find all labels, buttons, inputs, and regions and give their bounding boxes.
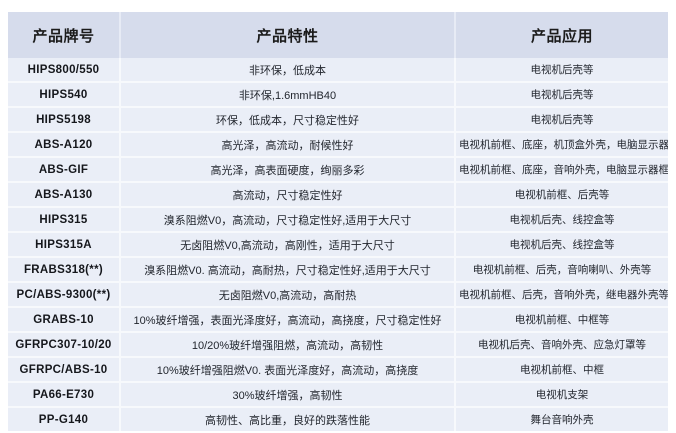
cell-product-feature: 环保，低成本，尺寸稳定性好 [120, 106, 456, 132]
cell-product-code: PC/ABS-9300(**) [8, 281, 121, 307]
table-row: HIPS540 非环保,1.6mmHB40 电视机后壳等 [8, 81, 668, 107]
table-header-row: 产品牌号 产品特性 产品应用 [8, 12, 668, 58]
table-header: 产品牌号 产品特性 产品应用 [8, 12, 668, 58]
table-row: HIPS5198 环保，低成本，尺寸稳定性好 电视机后壳等 [8, 106, 668, 132]
cell-product-feature: 10/20%玻纤增强阻燃，高流动，高韧性 [120, 331, 456, 357]
cell-product-feature: 10%玻纤增强阻燃V0. 表面光泽度好，高流动，高挠度 [120, 356, 456, 382]
table-row: HIPS315 溴系阻燃V0，高流动，尺寸稳定性好,适用于大尺寸 电视机后壳、线控盒… [8, 206, 668, 232]
table-row: ABS-A120 高光泽，高流动，耐候性好 电视机前框、底座，机顶盒外壳，电脑显示器… [8, 131, 668, 157]
table-row: HIPS315A 无卤阻燃V0,高流动，高刚性，适用于大尺寸 电视机后壳、线控盒等 [8, 231, 668, 257]
product-spec-table: 产品牌号 产品特性 产品应用 HIPS800/550 非环保，低成本 电视机后壳等 H… [8, 12, 668, 431]
cell-product-code: HIPS540 [8, 81, 121, 107]
cell-product-application: 电视机前框、底座，机顶盒外壳，电脑显示器框、底座等 [455, 131, 668, 157]
cell-product-feature: 非环保,1.6mmHB40 [120, 81, 456, 107]
cell-product-code: HIPS315A [8, 231, 121, 257]
cell-product-feature: 高韧性、高比重，良好的跌落性能 [120, 406, 456, 431]
column-header-product-applications: 产品应用 [455, 12, 668, 58]
cell-product-application: 电视机前框、后壳等 [455, 181, 668, 207]
cell-product-code: ABS-A130 [8, 181, 121, 207]
cell-product-code: ABS-GIF [8, 156, 121, 182]
cell-product-code: GRABS-10 [8, 306, 121, 332]
cell-product-code: GFRPC/ABS-10 [8, 356, 121, 382]
cell-product-application: 电视机前框、后壳，音响外壳，继电器外壳等 [455, 281, 668, 307]
cell-product-application: 电视机后壳、线控盒等 [455, 206, 668, 232]
cell-product-application: 电视机前框、底座，音响外壳，电脑显示器框、底座等 [455, 156, 668, 182]
cell-product-application: 电视机前框、后壳，音响喇叭、外壳等 [455, 256, 668, 282]
cell-product-feature: 无卤阻燃V0,高流动，高刚性，适用于大尺寸 [120, 231, 456, 257]
cell-product-code: HIPS5198 [8, 106, 121, 132]
table-row: PP-G140 高韧性、高比重，良好的跌落性能 舞台音响外壳 [8, 406, 668, 431]
column-header-product-code: 产品牌号 [8, 12, 121, 58]
cell-product-application: 电视机前框、中框等 [455, 306, 668, 332]
cell-product-feature: 30%玻纤增强，高韧性 [120, 381, 456, 407]
table-body: HIPS800/550 非环保，低成本 电视机后壳等 HIPS540 非环保,1.6mm… [8, 58, 668, 431]
cell-product-application: 电视机支架 [455, 381, 668, 407]
cell-product-code: FRABS318(**) [8, 256, 121, 282]
cell-product-feature: 高光泽，高流动，耐候性好 [120, 131, 456, 157]
table-row: FRABS318(**) 溴系阻燃V0. 高流动，高耐热，尺寸稳定性好,适用于大尺… [8, 256, 668, 282]
cell-product-feature: 高光泽，高表面硬度，绚丽多彩 [120, 156, 456, 182]
cell-product-code: HIPS315 [8, 206, 121, 232]
table-row: PC/ABS-9300(**) 无卤阻燃V0,高流动，高耐热 电视机前框、后壳，音响… [8, 281, 668, 307]
cell-product-code: PA66-E730 [8, 381, 121, 407]
cell-product-code: ABS-A120 [8, 131, 121, 157]
table-row: GFRPC307-10/20 10/20%玻纤增强阻燃，高流动，高韧性 电视机后壳、… [8, 331, 668, 357]
cell-product-feature: 溴系阻燃V0. 高流动，高耐热，尺寸稳定性好,适用于大尺寸 [120, 256, 456, 282]
cell-product-feature: 非环保，低成本 [120, 58, 456, 82]
cell-product-feature: 无卤阻燃V0,高流动，高耐热 [120, 281, 456, 307]
column-header-product-features: 产品特性 [120, 12, 456, 58]
table-row: PA66-E730 30%玻纤增强，高韧性 电视机支架 [8, 381, 668, 407]
cell-product-feature: 溴系阻燃V0，高流动，尺寸稳定性好,适用于大尺寸 [120, 206, 456, 232]
cell-product-application: 电视机后壳等 [455, 58, 668, 82]
cell-product-application: 电视机前框、中框 [455, 356, 668, 382]
cell-product-feature: 高流动，尺寸稳定性好 [120, 181, 456, 207]
cell-product-application: 电视机后壳、音响外壳、应急灯罩等 [455, 331, 668, 357]
cell-product-code: HIPS800/550 [8, 58, 121, 82]
cell-product-application: 舞台音响外壳 [455, 406, 668, 431]
table-row: ABS-GIF 高光泽，高表面硬度，绚丽多彩 电视机前框、底座，音响外壳，电脑显示器… [8, 156, 668, 182]
cell-product-code: GFRPC307-10/20 [8, 331, 121, 357]
cell-product-application: 电视机后壳等 [455, 106, 668, 132]
table-row: GRABS-10 10%玻纤增强，表面光泽度好，高流动，高挠度，尺寸稳定性好 电视机… [8, 306, 668, 332]
table-row: GFRPC/ABS-10 10%玻纤增强阻燃V0. 表面光泽度好，高流动，高挠度电… [8, 356, 668, 382]
cell-product-code: PP-G140 [8, 406, 121, 431]
cell-product-application: 电视机后壳等 [455, 81, 668, 107]
cell-product-feature: 10%玻纤增强，表面光泽度好，高流动，高挠度，尺寸稳定性好 [120, 306, 456, 332]
product-spec-table-container: 产品牌号 产品特性 产品应用 HIPS800/550 非环保，低成本 电视机后壳等 H… [8, 12, 668, 431]
table-row: HIPS800/550 非环保，低成本 电视机后壳等 [8, 58, 668, 82]
table-row: ABS-A130 高流动，尺寸稳定性好 电视机前框、后壳等 [8, 181, 668, 207]
cell-product-application: 电视机后壳、线控盒等 [455, 231, 668, 257]
